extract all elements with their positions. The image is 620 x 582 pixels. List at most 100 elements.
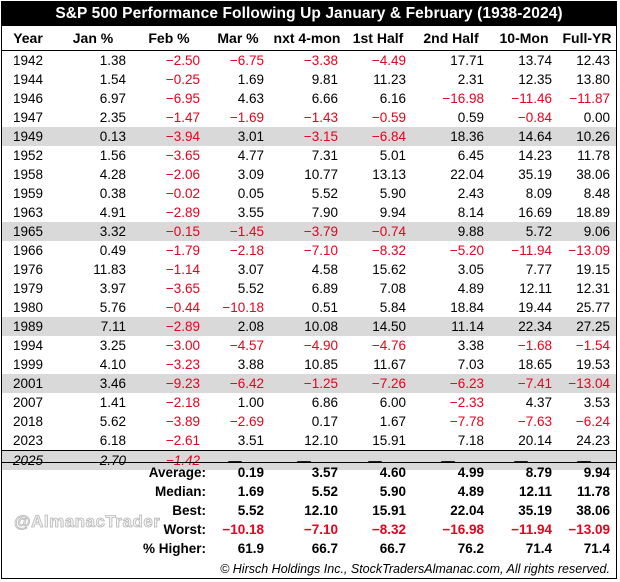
- value-cell: 5.52: [311, 186, 338, 201]
- value-cell: −13.09: [568, 243, 610, 258]
- value-cell: 0.59: [457, 110, 484, 125]
- table-row: 1944 1.54 −0.25 1.69 9.81 11.23 2.31 12.35 13.80: [2, 70, 616, 89]
- value-cell: −3.65: [165, 148, 200, 163]
- value-cell: −3.38: [303, 53, 338, 68]
- table-row: 1959 0.38 −0.02 0.05 5.52 5.90 2.43 8.09 8.48: [2, 184, 616, 203]
- table-row: 1949 0.13 −3.94 3.01 −3.15 −6.84 18.36 14.64 10.…: [2, 127, 616, 146]
- column-header: 1st Half: [344, 26, 412, 51]
- value-cell: 11.83: [93, 262, 126, 277]
- value-cell: −6.23: [412, 374, 490, 393]
- summary-value: 1.69: [237, 484, 264, 499]
- value-cell: −7.78: [449, 414, 484, 429]
- value-cell: −4.49: [371, 53, 406, 68]
- value-cell: 13.80: [576, 72, 610, 87]
- value-cell: −11.46: [511, 91, 552, 106]
- year-cell: 1944: [12, 72, 44, 87]
- summary-value: 71.4: [583, 541, 610, 556]
- summary-row: Worst: −10.18 −7.10 −8.32 −16.98 −11.94 −13.09: [2, 520, 616, 539]
- year-cell: 1952: [12, 148, 44, 163]
- value-cell: 8.09: [525, 186, 552, 201]
- value-cell: —: [344, 450, 412, 470]
- value-cell: 8.48: [583, 186, 610, 201]
- value-cell: 18.36: [412, 127, 490, 146]
- value-cell: 14.64: [490, 127, 558, 146]
- value-cell: −7.26: [344, 374, 412, 393]
- summary-value: 66.7: [311, 541, 338, 556]
- value-cell: 4.91: [99, 205, 126, 220]
- summary-value: 9.94: [583, 465, 610, 480]
- value-cell: 7.90: [311, 205, 338, 220]
- summary-value: 15.91: [372, 503, 406, 518]
- value-cell: 9.81: [311, 72, 338, 87]
- value-cell: −1.43: [303, 110, 338, 125]
- column-header: Year: [2, 26, 54, 51]
- value-cell: 2.31: [457, 72, 484, 87]
- summary-value: 5.52: [311, 484, 338, 499]
- value-cell: −6.95: [165, 91, 200, 106]
- value-cell: 0.49: [99, 243, 126, 258]
- table-row: 1958 4.28 −2.06 3.09 10.77 13.13 22.04 35.19 38.…: [2, 165, 616, 184]
- table-row: 1963 4.91 −2.89 3.55 7.90 9.94 8.14 16.69 18.89: [2, 203, 616, 222]
- summary-value: 4.89: [457, 484, 484, 499]
- value-cell: 7.03: [457, 357, 484, 372]
- summary-value: 38.06: [576, 503, 610, 518]
- table-body: 1942 1.38 −2.50 −6.75 −3.38 −4.49 17.71 13.74 12…: [2, 51, 616, 470]
- year-cell: 1999: [12, 357, 44, 372]
- value-cell: —: [490, 450, 558, 470]
- year-cell: 2007: [12, 395, 44, 410]
- value-cell: 11.14: [412, 317, 490, 336]
- value-cell: 0.17: [311, 414, 338, 429]
- value-cell: 18.89: [576, 205, 610, 220]
- value-cell: 18.65: [518, 357, 552, 372]
- table-row: 1989 7.11 −2.89 2.08 10.08 14.50 11.14 22.34 27.…: [2, 317, 616, 336]
- value-cell: 15.91: [372, 433, 406, 448]
- value-cell: 0.05: [237, 186, 264, 201]
- value-cell: 8.14: [457, 205, 484, 220]
- value-cell: 14.23: [518, 148, 552, 163]
- value-cell: 15.62: [372, 262, 406, 277]
- value-cell: 3.01: [206, 127, 270, 146]
- value-cell: 4.77: [237, 148, 264, 163]
- table-row: 1979 3.97 −3.65 5.52 6.89 7.08 4.89 12.11 12.31: [2, 279, 616, 298]
- value-cell: −10.18: [222, 300, 264, 315]
- value-cell: 12.31: [576, 281, 610, 296]
- value-cell: −1.47: [165, 110, 200, 125]
- value-cell: 2.08: [206, 317, 270, 336]
- year-cell: 2025: [2, 450, 54, 470]
- table-row: 1999 4.10 −3.23 3.88 10.85 11.67 7.03 18.65 19.5…: [2, 355, 616, 374]
- value-cell: −3.65: [165, 281, 200, 296]
- value-cell: −9.23: [132, 374, 206, 393]
- summary-value: 0.19: [237, 465, 264, 480]
- value-cell: 10.26: [558, 127, 616, 146]
- summary-value: 12.10: [304, 503, 338, 518]
- summary-row: Best: 5.52 12.10 15.91 22.04 35.19 38.06: [2, 501, 616, 520]
- year-cell: 1980: [12, 300, 44, 315]
- value-cell: 6.45: [457, 148, 484, 163]
- value-cell: −4.76: [371, 338, 406, 353]
- value-cell: 3.32: [54, 222, 132, 241]
- value-cell: 1.69: [237, 72, 264, 87]
- summary-label: Median:: [154, 484, 206, 499]
- value-cell: 2.35: [99, 110, 126, 125]
- value-cell: −3.94: [132, 127, 206, 146]
- value-cell: 3.38: [457, 338, 484, 353]
- value-cell: 0.38: [99, 186, 126, 201]
- summary-value: −8.32: [371, 522, 406, 537]
- value-cell: —: [558, 450, 616, 470]
- copyright-footer: © Hirsch Holdings Inc., StockTradersAlma…: [220, 562, 610, 576]
- header-row: Year Jan % Feb % Mar % nxt 4-mon 1st Half 2nd …: [2, 26, 616, 51]
- value-cell: −7.10: [303, 243, 338, 258]
- value-cell: −1.79: [165, 243, 200, 258]
- value-cell: 3.05: [457, 262, 484, 277]
- value-cell: −5.20: [449, 243, 484, 258]
- value-cell: 7.31: [311, 148, 338, 163]
- summary-value: 3.57: [311, 465, 338, 480]
- value-cell: 5.76: [99, 300, 126, 315]
- value-cell: −1.54: [575, 338, 610, 353]
- value-cell: 19.15: [576, 262, 610, 277]
- summary-value: 11.78: [576, 484, 610, 499]
- value-cell: 12.43: [576, 53, 610, 68]
- summary-value: 61.9: [237, 541, 264, 556]
- summary-label: Worst:: [163, 522, 207, 537]
- summary-value: 22.04: [450, 503, 484, 518]
